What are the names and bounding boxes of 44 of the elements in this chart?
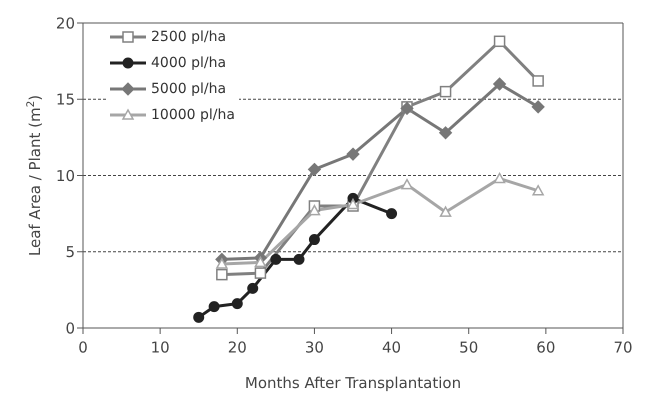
x-tick-label: 60: [536, 338, 556, 357]
point: [440, 206, 452, 217]
x-tick-label: 40: [382, 338, 402, 357]
point: [208, 301, 220, 312]
point: [439, 126, 452, 140]
point: [440, 86, 452, 98]
point: [532, 75, 544, 87]
point: [401, 178, 413, 190]
x-tick-label: 30: [304, 338, 324, 357]
point: [308, 204, 320, 216]
point: [308, 234, 320, 246]
point: [532, 185, 544, 196]
point: [386, 208, 398, 220]
x-tick-label: 20: [228, 338, 247, 357]
point: [494, 172, 506, 184]
y-tick-label: 10: [56, 166, 75, 185]
y-tick-label: 20: [56, 14, 75, 32]
legend-label: 4000 pl/ha: [151, 55, 226, 71]
point: [493, 78, 506, 90]
point: [216, 258, 228, 269]
legend-label: 2500 pl/ha: [151, 29, 226, 45]
y-tick-label: 0: [65, 319, 75, 338]
point: [294, 254, 304, 265]
x-tick-label: 10: [150, 338, 170, 357]
point: [247, 282, 258, 294]
point: [308, 162, 321, 176]
y-tick-label: 5: [65, 243, 75, 262]
x-tick-label: 0: [78, 338, 88, 357]
point: [254, 256, 266, 268]
point: [494, 36, 506, 48]
legend-label: 10000 pl/ha: [151, 107, 235, 123]
legend-label: 5000 pl/ha: [151, 81, 226, 97]
point: [270, 254, 282, 265]
point: [216, 268, 228, 280]
point: [532, 100, 545, 114]
point: [232, 298, 243, 310]
x-tick-label: 70: [613, 338, 633, 357]
point: [193, 312, 204, 323]
point: [347, 198, 359, 210]
point: [254, 267, 266, 279]
y-tick-label: 15: [56, 90, 75, 109]
x-axis-title: Months After Transplantation: [244, 374, 462, 392]
point: [346, 148, 360, 161]
x-tick-label: 50: [459, 338, 478, 357]
